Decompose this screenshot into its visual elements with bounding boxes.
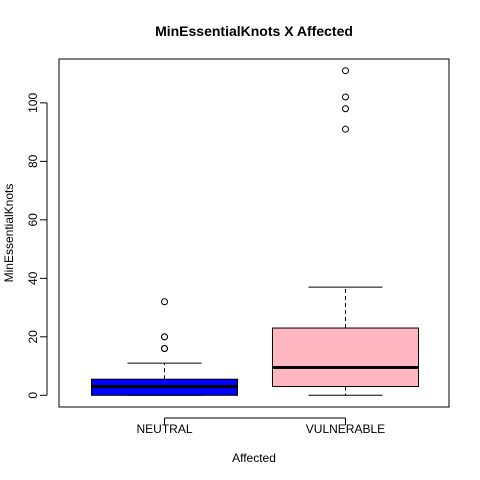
box-neutral [90,298,238,396]
x-tick-label: NEUTRAL [136,422,192,436]
y-tick-label: 0 [26,392,40,399]
outlier-point [341,67,349,75]
x-axis: NEUTRAL VULNERABLE [136,417,385,436]
outlier-point [160,298,168,306]
outlier-point [160,333,168,341]
y-tick-label: 60 [26,213,40,227]
x-tick-label: VULNERABLE [306,422,385,436]
chart-title: MinEssentialKnots X Affected [155,23,353,39]
outlier-point [341,105,349,113]
outlier-point [341,125,349,133]
y-tick-label: 20 [26,330,40,344]
x-axis-label: Affected [232,451,276,465]
iqr-box [271,327,419,388]
y-tick-label: 40 [26,271,40,285]
boxes-group [90,67,419,396]
outlier-point [341,93,349,101]
box-vulnerable [271,67,419,396]
y-tick-label: 80 [26,154,40,168]
y-axis-label: MinEssentialKnots [2,184,16,283]
outlier-point [160,345,168,353]
y-tick-label: 100 [26,93,40,113]
y-axis: 0 20 40 60 80 100 [26,93,48,399]
plot-frame [58,58,450,408]
